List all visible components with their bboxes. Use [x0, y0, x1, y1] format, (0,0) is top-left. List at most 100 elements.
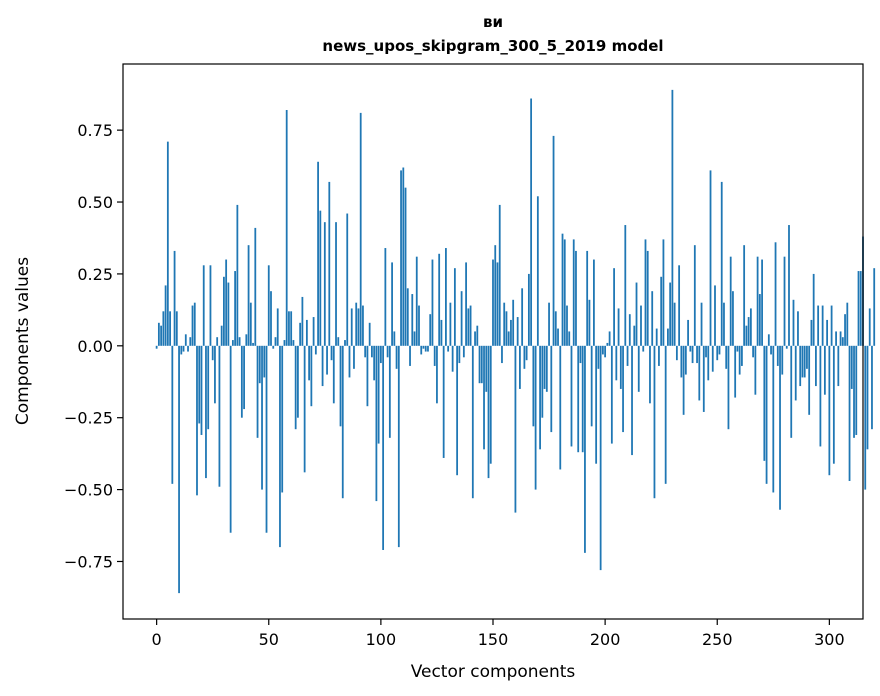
bar — [485, 345, 488, 392]
bar — [514, 345, 517, 513]
bar — [449, 302, 452, 346]
bar — [184, 334, 187, 346]
bar — [231, 340, 234, 346]
y-tick-label: 0.75 — [77, 121, 113, 140]
bar — [301, 296, 304, 346]
bar — [314, 345, 317, 355]
bar — [794, 345, 797, 401]
bar — [346, 213, 349, 346]
bar — [492, 259, 494, 346]
bar — [714, 285, 716, 346]
bar — [736, 345, 739, 352]
bar — [265, 345, 268, 533]
bar — [355, 302, 358, 346]
bar — [779, 345, 781, 510]
bar — [835, 331, 837, 346]
bar — [243, 345, 245, 410]
bar — [700, 302, 703, 346]
bar — [474, 331, 476, 346]
bar — [175, 311, 178, 346]
bar — [756, 256, 759, 346]
bar — [236, 204, 239, 346]
bar — [781, 345, 784, 375]
bar — [411, 294, 414, 346]
bar — [249, 302, 252, 346]
bar — [276, 308, 279, 346]
bar — [810, 319, 813, 346]
bar — [718, 345, 721, 355]
bar — [362, 305, 364, 346]
bar — [510, 319, 512, 346]
bar — [200, 345, 203, 435]
bar — [566, 305, 568, 346]
bar — [651, 291, 654, 346]
bar — [507, 331, 510, 346]
bar — [366, 345, 369, 407]
bar — [633, 325, 636, 346]
bar — [747, 317, 750, 346]
bar — [687, 319, 689, 346]
bar — [599, 345, 602, 571]
bar — [445, 248, 447, 346]
bar — [359, 112, 362, 346]
bar — [245, 334, 248, 346]
bar — [785, 345, 788, 349]
bar — [254, 227, 257, 346]
bar — [698, 345, 701, 401]
bar — [305, 319, 308, 346]
bar — [415, 256, 418, 346]
bar — [597, 345, 600, 369]
bar — [388, 345, 391, 438]
bar — [258, 345, 261, 384]
bar — [252, 342, 254, 346]
bar — [689, 345, 692, 352]
y-axis-label: Components values — [13, 257, 33, 425]
bar — [841, 337, 844, 346]
bar — [453, 268, 456, 346]
bar — [422, 345, 425, 349]
bar — [223, 276, 225, 346]
bar — [615, 345, 618, 381]
bar — [272, 345, 275, 349]
bar — [821, 305, 824, 346]
bar — [496, 262, 499, 346]
bar — [321, 345, 324, 387]
bar — [653, 345, 656, 499]
bar — [619, 345, 622, 389]
bar — [317, 161, 319, 346]
bar — [801, 345, 804, 378]
bar — [404, 187, 407, 346]
bar — [711, 345, 714, 372]
bar — [855, 345, 858, 435]
bar — [216, 337, 219, 346]
bar — [339, 345, 342, 427]
bar — [516, 317, 519, 346]
bar — [397, 345, 400, 548]
x-tick-label: 250 — [702, 630, 733, 649]
bar — [853, 345, 855, 438]
bar — [767, 334, 770, 346]
bar — [617, 308, 620, 346]
bar — [229, 345, 232, 533]
bar — [738, 345, 741, 375]
bar — [456, 345, 459, 476]
bar — [375, 345, 378, 502]
bar — [458, 345, 461, 364]
bar — [281, 345, 284, 493]
bar — [848, 345, 851, 481]
bar — [752, 345, 755, 358]
bar — [512, 299, 515, 346]
bar — [202, 265, 205, 346]
bar — [673, 302, 676, 346]
bar — [593, 259, 595, 346]
bar — [214, 345, 216, 404]
bar — [166, 141, 169, 346]
bar — [557, 328, 559, 346]
bar — [310, 345, 313, 407]
bar — [534, 345, 537, 490]
bar — [323, 222, 326, 346]
bar — [830, 305, 833, 346]
bar — [857, 271, 860, 346]
y-tick-label: 0.50 — [77, 193, 113, 212]
bar — [386, 345, 389, 358]
